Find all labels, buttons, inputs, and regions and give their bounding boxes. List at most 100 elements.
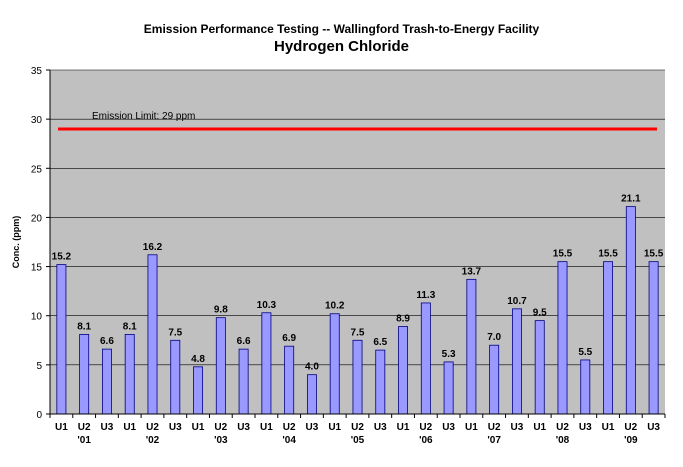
x-tick-label: U3 [511, 422, 524, 433]
bar [193, 366, 204, 415]
data-label: 15.5 [553, 249, 573, 260]
bar [284, 345, 295, 415]
x-tick-year-label: '04 [282, 435, 296, 446]
bar [557, 261, 568, 415]
data-label: 10.2 [325, 301, 345, 312]
bar [466, 278, 477, 415]
data-label: 15.5 [598, 249, 618, 260]
data-label: 15.2 [52, 252, 72, 263]
bar [79, 333, 90, 415]
bar [648, 261, 659, 415]
y-tick-label: 10 [31, 312, 43, 323]
y-tick-label: 25 [31, 164, 43, 175]
x-tick-year-label: '02 [146, 435, 160, 446]
bar [625, 206, 636, 415]
x-tick-label: U1 [260, 422, 273, 433]
y-axis-ticks: 0 5 10 15 20 25 30 35 [31, 66, 50, 421]
bar [101, 348, 112, 415]
bar [352, 339, 363, 415]
x-tick-label: U1 [192, 422, 205, 433]
data-label: 5.5 [578, 347, 592, 358]
data-label: 10.3 [257, 300, 277, 311]
x-tick-label: U2 [146, 422, 159, 433]
x-tick-label: U2 [214, 422, 227, 433]
data-label: 8.1 [123, 321, 137, 332]
x-tick-year-label: '01 [77, 435, 91, 446]
x-tick-label: U3 [306, 422, 319, 433]
data-label: 6.9 [282, 333, 296, 344]
x-tick-label: U1 [397, 422, 410, 433]
x-tick-label: U3 [101, 422, 114, 433]
data-label: 6.6 [100, 336, 114, 347]
y-tick-label: 5 [36, 361, 42, 372]
x-tick-label: U3 [374, 422, 387, 433]
bar [124, 333, 135, 415]
chart-subtitle: Hydrogen Chloride [273, 38, 409, 55]
bar [375, 349, 386, 415]
x-tick-label: U2 [283, 422, 296, 433]
emission-limit: Emission Limit: 29 ppm [58, 111, 657, 131]
y-tick-label: 30 [31, 115, 43, 126]
bar [215, 317, 226, 415]
x-tick-label: U3 [442, 422, 455, 433]
data-label: 7.5 [168, 327, 182, 338]
bar [420, 302, 431, 415]
x-tick-label: U1 [602, 422, 615, 433]
data-label: 11.3 [416, 290, 435, 301]
chart-title: Emission Performance Testing -- Wallingf… [143, 22, 540, 36]
data-label: 7.0 [487, 332, 501, 343]
bar [489, 344, 500, 415]
bar [511, 308, 522, 415]
x-tick-label: U2 [351, 422, 364, 433]
bar [306, 374, 317, 415]
data-label: 5.3 [442, 349, 456, 360]
x-tick-label: U3 [647, 422, 660, 433]
bar [580, 359, 591, 415]
data-label: 15.5 [644, 249, 664, 260]
x-tick-label: U2 [78, 422, 91, 433]
data-label: 10.7 [507, 296, 527, 307]
x-tick-year-label: '07 [487, 435, 501, 446]
emission-limit-label: Emission Limit: 29 ppm [92, 111, 195, 122]
x-tick-label: U2 [488, 422, 501, 433]
bar [56, 264, 67, 415]
x-tick-label: U1 [55, 422, 68, 433]
data-label: 9.5 [533, 308, 547, 319]
bar [603, 261, 614, 415]
y-tick-label: 20 [31, 213, 43, 224]
data-label: 16.2 [143, 242, 163, 253]
value-labels: 15.2 8.1 6.6 8.1 16.2 7.5 4.8 9.8 6.6 10.3 6.9 4.0 1… [52, 194, 664, 373]
x-tick-label: U3 [169, 422, 182, 433]
data-label: 6.6 [237, 336, 251, 347]
bar [147, 254, 158, 415]
x-tick-label: U2 [624, 422, 637, 433]
data-label: 4.0 [305, 362, 319, 373]
x-tick-label: U3 [579, 422, 592, 433]
bar [238, 348, 249, 415]
data-label: 6.5 [373, 337, 387, 348]
data-label: 4.8 [191, 354, 205, 365]
y-tick-label: 0 [36, 410, 42, 421]
x-tick-year-label: '06 [419, 435, 433, 446]
x-tick-year-label: '03 [214, 435, 228, 446]
x-axis-ticks: U1 U2 '01 U3 U1 U2 '02 U3 U1 U2 '03 U3 U1 U2 '04 U3 U1 U2… [49, 414, 666, 446]
x-tick-label: U1 [328, 422, 341, 433]
bar [261, 312, 272, 415]
x-tick-year-label: '05 [351, 435, 365, 446]
bar [534, 320, 545, 415]
x-tick-label: U1 [465, 422, 478, 433]
data-label: 8.9 [396, 314, 410, 325]
x-tick-label: U2 [556, 422, 569, 433]
bar [443, 361, 454, 415]
data-label: 9.8 [214, 305, 228, 316]
x-tick-label: U1 [533, 422, 546, 433]
y-tick-label: 15 [31, 263, 43, 274]
y-axis-label: Conc. (ppm) [11, 216, 21, 269]
data-label: 13.7 [462, 266, 482, 277]
data-label: 8.1 [77, 321, 91, 332]
x-tick-label: U2 [419, 422, 432, 433]
x-tick-year-label: '09 [624, 435, 638, 446]
x-tick-label: U3 [237, 422, 250, 433]
